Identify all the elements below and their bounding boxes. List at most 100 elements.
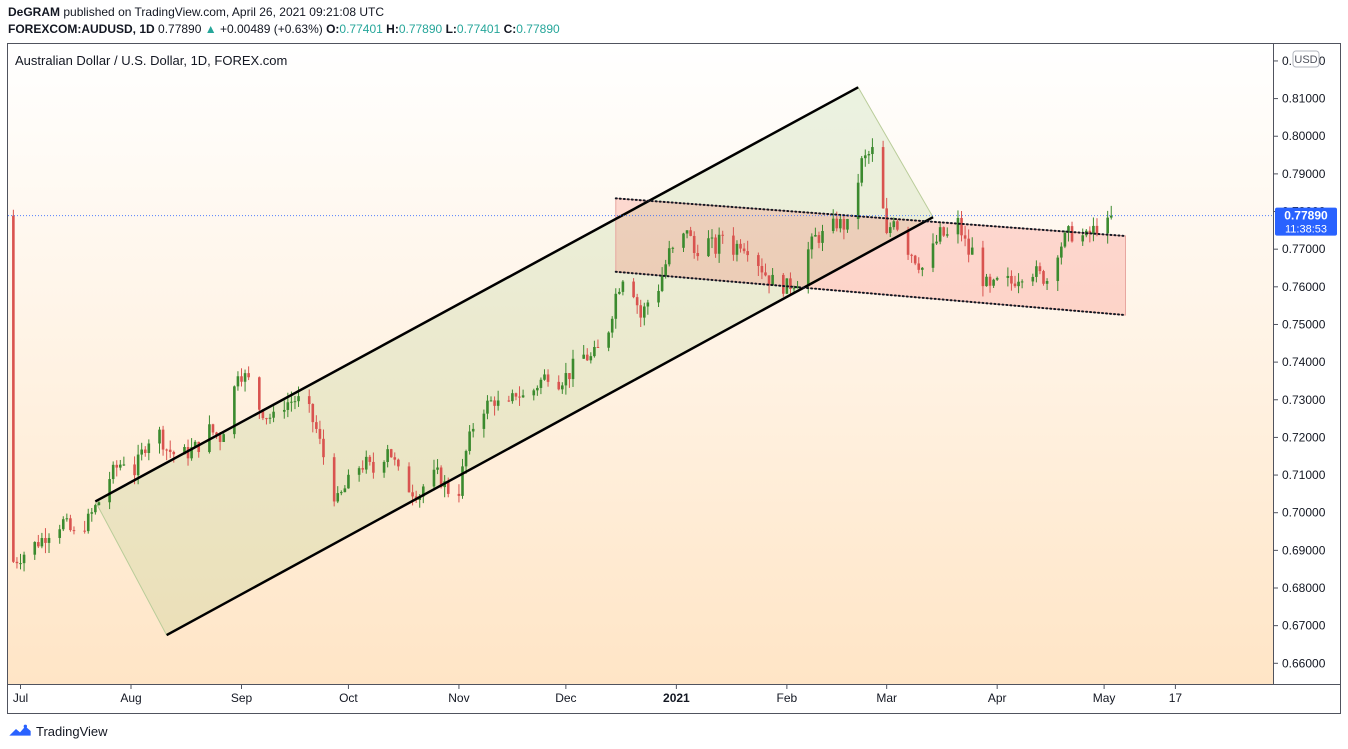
last-price-countdown: 11:38:53: [1285, 224, 1327, 236]
candle-down: [906, 229, 910, 255]
candle-down: [757, 255, 760, 266]
price-axis-background: [1274, 44, 1340, 684]
candle-down: [692, 235, 696, 253]
candle-down: [83, 530, 86, 532]
candle-up: [938, 227, 942, 242]
x-tick-label: 17: [1169, 691, 1183, 705]
candle-up: [621, 281, 625, 292]
candle-up: [1017, 281, 1020, 287]
y-tick-label: 0.67000: [1282, 619, 1326, 633]
candle-down: [696, 252, 700, 257]
y-tick-label: 0.81000: [1282, 92, 1326, 106]
candle-up: [571, 358, 575, 380]
candle-down: [1038, 266, 1042, 272]
candle-up: [464, 451, 468, 467]
candle-up: [1056, 257, 1060, 282]
candle-up: [222, 434, 225, 442]
candle-up: [921, 267, 924, 270]
tradingview-logo-icon[interactable]: [8, 724, 32, 738]
currency-button[interactable]: USD: [1292, 50, 1320, 68]
candle-down: [446, 481, 450, 494]
candle-up: [19, 563, 22, 565]
author-name[interactable]: DeGRAM: [8, 5, 61, 19]
candle-up: [386, 449, 389, 463]
y-tick-label: 0.79000: [1282, 167, 1326, 181]
publisher-line: DeGRAM published on TradingView.com, Apr…: [8, 4, 560, 21]
currency-label: USD: [1294, 54, 1317, 66]
candle-up: [236, 376, 240, 387]
candle-up: [610, 318, 614, 333]
footer-brand[interactable]: TradingView: [36, 723, 108, 739]
candle-down: [881, 147, 885, 209]
candle-down: [115, 464, 119, 468]
low-value: 0.77401: [456, 22, 501, 36]
candle-up: [347, 474, 350, 489]
candle-down: [457, 493, 461, 496]
candle-up: [931, 243, 935, 268]
y-tick-label: 0.74000: [1282, 355, 1326, 369]
candle-down: [318, 428, 322, 439]
candle-up: [685, 230, 689, 234]
plot-background: [8, 44, 1273, 684]
candle-up: [1035, 266, 1038, 277]
candle-down: [307, 396, 311, 405]
candle-up: [867, 154, 871, 156]
ohlc-line: FOREXCOM:AUDUSD, 1D 0.77890 ▲ +0.00489 (…: [8, 21, 560, 38]
candle-up: [543, 374, 546, 380]
candle-down: [546, 374, 550, 382]
candle-up: [607, 332, 610, 348]
candle-down: [842, 219, 846, 230]
candle-up: [357, 468, 361, 475]
candle-up: [1020, 281, 1024, 283]
candle-up: [618, 291, 621, 294]
candle-down: [261, 409, 265, 419]
candle-down: [215, 432, 218, 436]
candle-down: [393, 457, 397, 460]
candle-down: [315, 422, 318, 429]
y-tick-label: 0.73000: [1282, 393, 1326, 407]
candle-down: [764, 272, 767, 276]
candle-up: [343, 488, 347, 493]
chart-title: Australian Dollar / U.S. Dollar, 1D, FOR…: [15, 53, 287, 68]
ascending-channel-lower-line: [166, 216, 934, 637]
time-axis[interactable]: Jul Aug Sep Oct Nov Dec 2021 Feb Mar Apr May 17: [13, 684, 1183, 705]
y-tick-label: 0.69000: [1282, 543, 1326, 557]
candle-down: [72, 530, 76, 532]
candle-up: [511, 393, 514, 402]
candle-up: [382, 462, 386, 473]
candle-down: [910, 254, 913, 256]
candle-up: [810, 236, 814, 250]
candle-up: [863, 155, 867, 159]
x-tick-label: Aug: [120, 691, 141, 705]
candle-down: [1070, 226, 1074, 242]
candle-up: [614, 293, 618, 319]
candle-down: [746, 251, 749, 256]
high-value: 0.77890: [398, 22, 443, 36]
candle-down: [389, 449, 393, 458]
candle-down: [732, 235, 735, 255]
candle-down: [568, 373, 571, 380]
candle-down: [218, 435, 222, 442]
candle-down: [960, 217, 963, 236]
candle-up: [33, 542, 37, 555]
candle-up: [40, 538, 44, 547]
open-label: O:: [326, 22, 340, 36]
candle-down: [742, 248, 746, 252]
x-tick-label: Apr: [988, 691, 1007, 705]
symbol-label[interactable]: FOREXCOM:AUDUSD, 1D: [8, 22, 155, 36]
y-tick-label: 0.71000: [1282, 468, 1326, 482]
candle-up: [846, 218, 849, 230]
close-label: C:: [503, 22, 517, 36]
candle-down: [967, 238, 970, 255]
candle-down: [44, 538, 47, 543]
candle-up: [536, 387, 539, 391]
candle-up: [667, 248, 671, 265]
candle-up: [193, 441, 197, 448]
candle-down: [689, 230, 692, 236]
candle-up: [582, 354, 585, 359]
candle-down: [143, 449, 147, 454]
candle-down: [211, 424, 215, 433]
candle-up: [589, 356, 593, 361]
candle-down: [332, 457, 336, 502]
